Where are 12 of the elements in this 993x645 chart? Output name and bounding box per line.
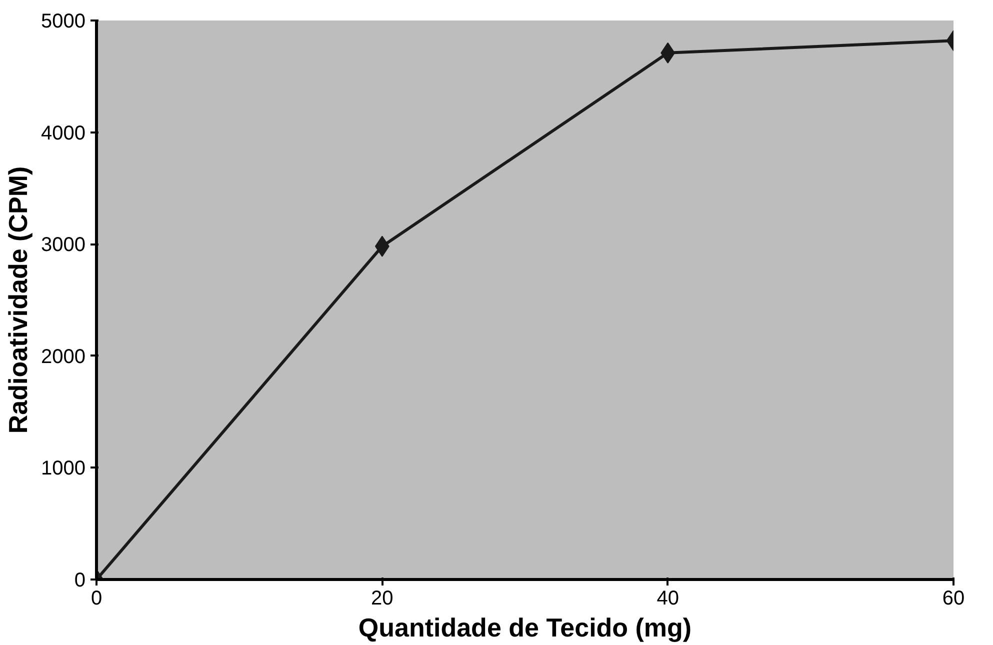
- x-tick-label: 0: [90, 588, 102, 610]
- y-tick-label: 4000: [41, 122, 86, 144]
- x-tick-label: 20: [371, 588, 394, 610]
- y-tick-label: 3000: [41, 234, 86, 256]
- x-axis-title: Quantidade de Tecido (mg): [358, 612, 692, 642]
- x-tick-label: 40: [656, 588, 679, 610]
- y-axis-title: Radioatividade (CPM): [3, 166, 34, 434]
- y-tick-label: 5000: [41, 10, 86, 32]
- y-tick-label: 2000: [41, 346, 86, 368]
- y-tick-label: 0: [74, 570, 86, 592]
- y-tick-label: 1000: [41, 458, 86, 480]
- x-tick-label: 60: [942, 588, 965, 610]
